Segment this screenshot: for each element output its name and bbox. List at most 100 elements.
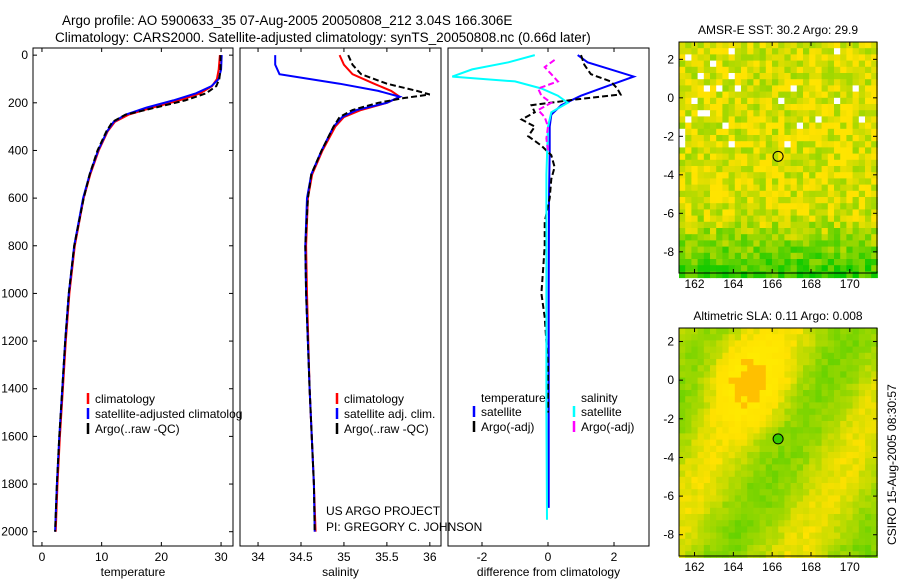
map-cell bbox=[710, 153, 717, 161]
map-cell bbox=[858, 551, 866, 558]
map-cell bbox=[796, 532, 804, 540]
map-cell bbox=[722, 221, 730, 229]
map-cell bbox=[728, 110, 736, 117]
map-cell bbox=[710, 122, 717, 130]
y-tick-label: -4 bbox=[663, 450, 674, 464]
map-cell bbox=[734, 135, 742, 142]
map-cell bbox=[710, 141, 717, 148]
map-cell bbox=[796, 147, 804, 155]
map-cell bbox=[753, 79, 761, 86]
map-cell bbox=[827, 402, 835, 410]
map-cell bbox=[790, 383, 798, 391]
map-cell bbox=[796, 507, 804, 515]
map-cell bbox=[753, 73, 761, 80]
map-cell bbox=[753, 408, 761, 416]
map-cell bbox=[759, 365, 767, 372]
y-tick-label: -4 bbox=[663, 168, 674, 182]
map-cell bbox=[840, 359, 847, 366]
map-cell bbox=[710, 66, 717, 74]
map-cell bbox=[716, 54, 723, 62]
map-cell bbox=[697, 228, 705, 235]
map-cell bbox=[846, 159, 854, 167]
map-cell bbox=[703, 259, 711, 266]
map-cell bbox=[827, 184, 835, 192]
map-cell bbox=[703, 85, 711, 93]
map-cell bbox=[765, 215, 773, 223]
map-cell bbox=[679, 178, 686, 186]
map-cell bbox=[753, 66, 761, 74]
map-cell bbox=[790, 240, 798, 248]
map-cell bbox=[741, 228, 748, 235]
map-cell bbox=[772, 240, 779, 248]
map-cell bbox=[753, 48, 761, 55]
map-cell bbox=[716, 476, 723, 484]
map-cell bbox=[827, 110, 835, 117]
map-cell bbox=[772, 104, 779, 111]
map-cell bbox=[827, 520, 835, 527]
map-cell bbox=[703, 433, 711, 441]
map-cell bbox=[858, 85, 866, 93]
x-tick-label: 162 bbox=[685, 560, 705, 574]
map-cell bbox=[716, 346, 723, 354]
map-cell bbox=[679, 203, 686, 210]
map-cell bbox=[703, 97, 711, 105]
map-cell bbox=[784, 197, 792, 204]
map-cell bbox=[809, 48, 816, 55]
map-cell bbox=[722, 383, 730, 391]
map-cell bbox=[784, 153, 792, 161]
map-cell bbox=[765, 135, 773, 142]
map-cell bbox=[858, 178, 866, 186]
map-cell bbox=[710, 402, 717, 410]
map-cell bbox=[790, 359, 798, 366]
map-cell bbox=[865, 252, 872, 260]
map-cell bbox=[840, 414, 847, 422]
map-cell bbox=[765, 545, 773, 552]
map-cell bbox=[852, 545, 860, 552]
map-cell bbox=[840, 551, 847, 558]
map-cell bbox=[815, 240, 823, 248]
map-cell bbox=[784, 427, 792, 434]
map-cell bbox=[691, 501, 699, 509]
map-cell bbox=[809, 476, 816, 484]
map-cell bbox=[728, 116, 736, 124]
map-cell bbox=[846, 166, 854, 173]
series-line-argo-raw-qc- bbox=[304, 54, 431, 532]
map-cell bbox=[871, 340, 878, 348]
map-cell bbox=[691, 60, 699, 68]
map-cell bbox=[834, 334, 841, 341]
map-cell bbox=[691, 520, 699, 527]
map-cell bbox=[697, 377, 705, 385]
map-cell bbox=[865, 48, 872, 55]
map-cell bbox=[796, 377, 804, 385]
map-cell bbox=[710, 110, 717, 117]
map-cell bbox=[834, 489, 841, 496]
map-cell bbox=[846, 54, 854, 62]
map-cell bbox=[803, 346, 810, 354]
map-cell bbox=[834, 421, 841, 428]
map-cell bbox=[790, 190, 798, 198]
map-cell bbox=[815, 408, 823, 416]
map-cell bbox=[765, 153, 773, 161]
map-cell bbox=[852, 483, 860, 490]
map-cell bbox=[765, 433, 773, 441]
map-cell bbox=[685, 458, 692, 465]
map-cell bbox=[784, 526, 792, 534]
map-cell bbox=[753, 110, 761, 117]
legend-label: climatology bbox=[95, 392, 155, 406]
map-cell bbox=[834, 252, 841, 260]
map-cell bbox=[697, 427, 705, 434]
map-title: AMSR-E SST: 30.2 Argo: 29.9 bbox=[698, 23, 858, 37]
map-cell bbox=[815, 259, 823, 266]
map-cell bbox=[710, 551, 717, 558]
map-cell bbox=[759, 209, 767, 217]
map-cell bbox=[747, 495, 754, 503]
map-cell bbox=[685, 414, 692, 422]
x-tick-label: 36 bbox=[423, 550, 437, 564]
map-cell bbox=[778, 104, 785, 111]
map-cell bbox=[796, 489, 804, 496]
map-cell bbox=[716, 252, 723, 260]
map-cell bbox=[716, 128, 723, 136]
map-cell bbox=[685, 383, 692, 391]
map-cell bbox=[846, 396, 854, 403]
map-cell bbox=[747, 240, 754, 248]
